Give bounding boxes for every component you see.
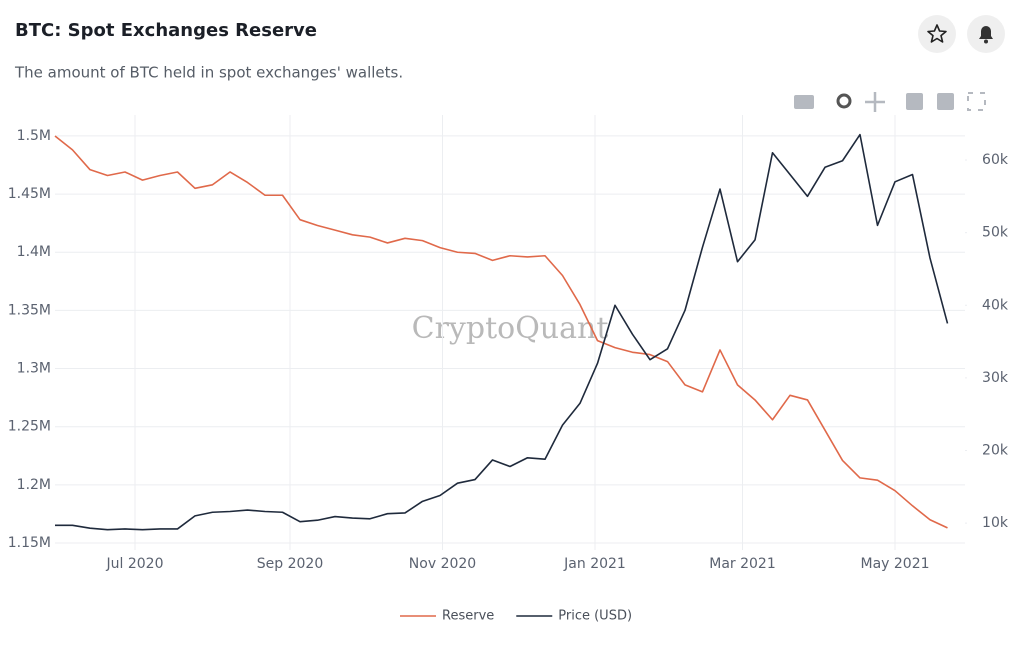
y-tick-label: 1.4M [17,244,51,260]
y2-tick-label: 20k [982,443,1009,459]
y-tick-label: 1.35M [8,302,51,318]
y-tick-label: 1.45M [8,186,51,202]
pan-icon[interactable] [865,92,885,112]
x-tick-label: Mar 2021 [709,556,776,572]
x-tick-label: Sep 2020 [257,556,323,572]
y2-tick-label: 30k [982,370,1009,386]
title: BTC: Spot Exchanges Reserve [15,20,317,41]
y2-tick-label: 40k [982,297,1009,313]
y-tick-label: 1.2M [17,477,51,493]
y-tick-label: 1.5M [17,128,51,144]
series-line [54,135,948,529]
y-tick-label: 1.3M [17,361,51,377]
zoom-in-icon[interactable] [906,93,923,110]
favorite-button[interactable] [918,15,956,53]
x-tick-label: Jan 2021 [563,556,626,572]
x-tick-label: Nov 2020 [409,556,476,572]
modebar [794,92,986,112]
subtitle: The amount of BTC held in spot exchanges… [14,64,403,82]
zoom-out-icon[interactable] [937,93,954,110]
legend-label: Price (USD) [558,609,632,624]
legend: Reserve Price (USD) [400,609,632,624]
x-tick-label: May 2021 [860,556,929,572]
watermark: CryptoQuant [412,311,609,346]
camera-icon[interactable] [794,95,814,109]
zoom-icon[interactable] [836,93,852,109]
y2-tick-label: 60k [982,152,1009,168]
x-tick-label: Jul 2020 [106,556,164,572]
series-line [55,133,949,531]
legend-label: Reserve [442,609,494,624]
y2-tick-label: 10k [982,515,1009,531]
alert-button[interactable] [967,15,1005,53]
reset-icon[interactable] [967,92,986,111]
y2-tick-label: 50k [982,225,1009,241]
y-tick-label: 1.15M [8,535,51,551]
y-tick-label: 1.25M [8,419,51,435]
